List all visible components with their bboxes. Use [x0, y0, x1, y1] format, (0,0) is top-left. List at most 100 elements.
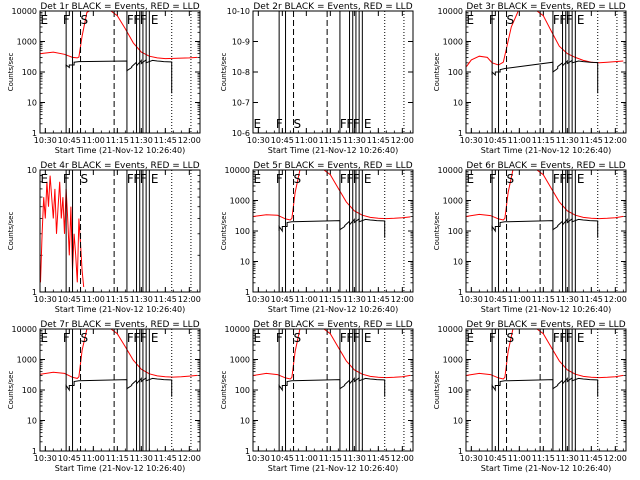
plot-area [40, 170, 192, 292]
panel-title: Det 5r BLACK = Events, RED = LLD [253, 161, 412, 171]
y-tick-label: 1 [458, 288, 463, 297]
y-axis-label: Counts/sec [433, 53, 441, 92]
y-tick-label: 100 [22, 68, 37, 77]
x-tick-label: 11:45 [154, 136, 177, 145]
events-series-line [65, 376, 173, 397]
plot-area [40, 329, 198, 451]
y-axis-label: Counts/sec [7, 212, 15, 251]
events-series-line [491, 376, 599, 397]
x-tick-label: 10:45 [484, 295, 507, 304]
y-tick-label: 1 [32, 288, 37, 297]
x-tick-label: 11:15 [532, 454, 555, 463]
events-series-line [278, 217, 386, 238]
flag-letter: F [566, 172, 573, 186]
y-tick-label: 1 [458, 129, 463, 138]
flag-letter: F [346, 117, 353, 131]
flag-letter: S [81, 13, 89, 27]
flag-letter: E [41, 13, 49, 27]
flag-letter: F [133, 172, 140, 186]
panel-det-6: Det 6r BLACK = Events, RED = LLD Counts/s… [433, 161, 627, 314]
flag-letter: F [340, 172, 347, 186]
x-tick-label: 10:45 [484, 454, 507, 463]
flag-letter: S [81, 172, 89, 186]
x-axis-label: Start Time (21-Nov-12 10:26:40) [55, 305, 185, 314]
panel-title: Det 1r BLACK = Events, RED = LLD [40, 2, 199, 12]
flag-letter: S [507, 13, 515, 27]
flag-letter: F [489, 331, 496, 345]
lld-series-line [253, 170, 411, 221]
y-axis-label: Counts/sec [220, 212, 228, 251]
y-tick-label: 10-9 [232, 38, 250, 47]
flag-letter: E [364, 172, 372, 186]
flag-letter: F [553, 13, 560, 27]
flag-letter: E [467, 172, 475, 186]
x-tick-label: 10:30 [34, 295, 57, 304]
lld-series-line [466, 329, 624, 380]
y-axis-label: Counts/sec [433, 212, 441, 251]
flag-letter: E [151, 13, 159, 27]
x-tick-label: 11:30 [343, 136, 366, 145]
flag-letter: E [151, 331, 159, 345]
panel-title: Det 9r BLACK = Events, RED = LLD [466, 320, 625, 330]
panel-frame [39, 328, 201, 452]
y-tick-label: 10000 [12, 7, 37, 16]
panel-frame [252, 169, 414, 293]
plot-area [253, 329, 411, 451]
y-tick-label: 100 [235, 227, 250, 236]
x-tick-label: 10:45 [271, 454, 294, 463]
x-tick-label: 11:00 [295, 454, 318, 463]
flag-letter: F [489, 172, 496, 186]
flag-letter: F [133, 13, 140, 27]
y-tick-label: 10-6 [232, 129, 250, 138]
x-tick-label: 11:00 [82, 136, 105, 145]
flag-letter: E [41, 172, 49, 186]
x-tick-label: 12:00 [391, 295, 414, 304]
plot-area [278, 11, 405, 133]
y-tick-label: 100 [448, 386, 463, 395]
x-tick-label: 11:45 [367, 136, 390, 145]
x-axis-label: Start Time (21-Nov-12 10:26:40) [55, 146, 185, 155]
panel-det-9: Det 9r BLACK = Events, RED = LLD Counts/s… [433, 320, 627, 473]
lld-series-line [40, 329, 198, 379]
flag-letter: F [63, 13, 70, 27]
x-tick-label: 11:45 [154, 295, 177, 304]
flag-letter: E [254, 117, 262, 131]
plot-area [466, 11, 624, 133]
flag-letter: S [294, 117, 302, 131]
x-tick-label: 11:15 [532, 136, 555, 145]
panel-frame [252, 328, 414, 452]
y-tick-label: 10000 [438, 7, 463, 16]
y-tick-label: 1000 [443, 356, 463, 365]
panel-det-4: Det 4r BLACK = Events, RED = LLD Counts/s… [7, 161, 201, 314]
x-tick-label: 12:00 [178, 295, 201, 304]
plot-area [253, 170, 411, 292]
flag-letter: F [63, 172, 70, 186]
x-tick-label: 10:30 [247, 295, 270, 304]
panel-title: Det 4r BLACK = Events, RED = LLD [40, 161, 199, 171]
flag-letter: F [553, 331, 560, 345]
flag-letter: E [151, 172, 159, 186]
y-tick-label: 100 [235, 386, 250, 395]
flag-letter: S [294, 172, 302, 186]
x-tick-label: 10:30 [460, 136, 483, 145]
x-axis-label: Start Time (21-Nov-12 10:26:40) [55, 464, 185, 473]
panel-title: Det 7r BLACK = Events, RED = LLD [40, 320, 199, 330]
flag-letter: F [353, 172, 360, 186]
x-tick-label: 12:00 [391, 454, 414, 463]
x-tick-label: 11:15 [319, 454, 342, 463]
flag-letter: F [340, 117, 347, 131]
y-tick-label: 1000 [443, 197, 463, 206]
lld-series-line [253, 329, 411, 380]
flag-letter: E [41, 331, 49, 345]
y-tick-label: 1 [32, 447, 37, 456]
flag-letter: E [577, 13, 585, 27]
y-tick-label: 1000 [17, 356, 37, 365]
x-tick-label: 11:00 [295, 136, 318, 145]
flag-letter: F [140, 172, 147, 186]
x-tick-label: 11:45 [367, 454, 390, 463]
flag-letter: F [566, 331, 573, 345]
x-tick-label: 11:15 [319, 295, 342, 304]
panel-frame [39, 10, 201, 134]
y-tick-label: 1000 [230, 197, 250, 206]
panel-title: Det 8r BLACK = Events, RED = LLD [253, 320, 412, 330]
